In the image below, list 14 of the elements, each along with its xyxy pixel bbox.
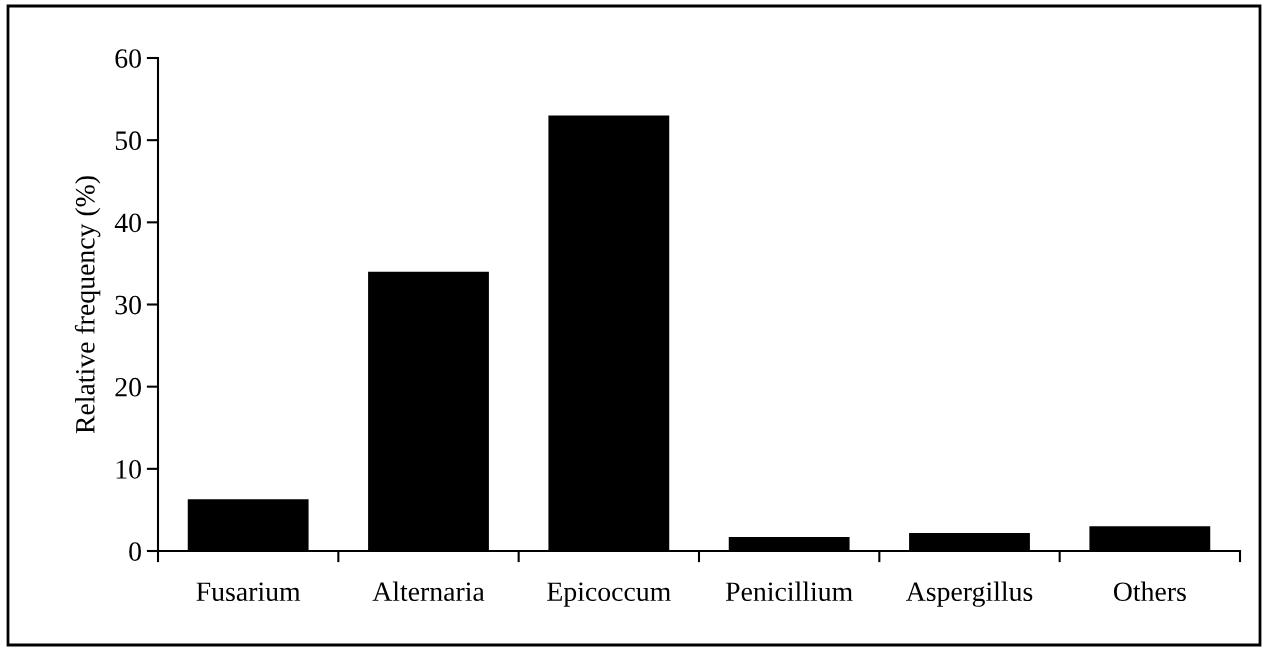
y-tick-label: 30	[115, 295, 141, 315]
y-tick-label: 50	[115, 131, 141, 151]
x-tick-label: Alternaria	[372, 581, 485, 602]
y-axis-title: Relative frequency (%)	[74, 176, 101, 434]
x-tick-label: Epicoccum	[547, 582, 671, 607]
x-tick-label: Fusarium	[196, 582, 301, 602]
x-tick-label: Penicillium	[725, 581, 853, 602]
y-tick-label: 40	[114, 213, 141, 233]
x-tick-label: Aspergillus	[905, 581, 1033, 607]
x-tick-label: Others	[1113, 581, 1186, 602]
y-tick-label: 20	[115, 377, 141, 397]
y-tick-label: 10	[116, 460, 141, 479]
y-tick-label: 0	[129, 542, 141, 561]
y-tick-label: 60	[115, 49, 141, 68]
